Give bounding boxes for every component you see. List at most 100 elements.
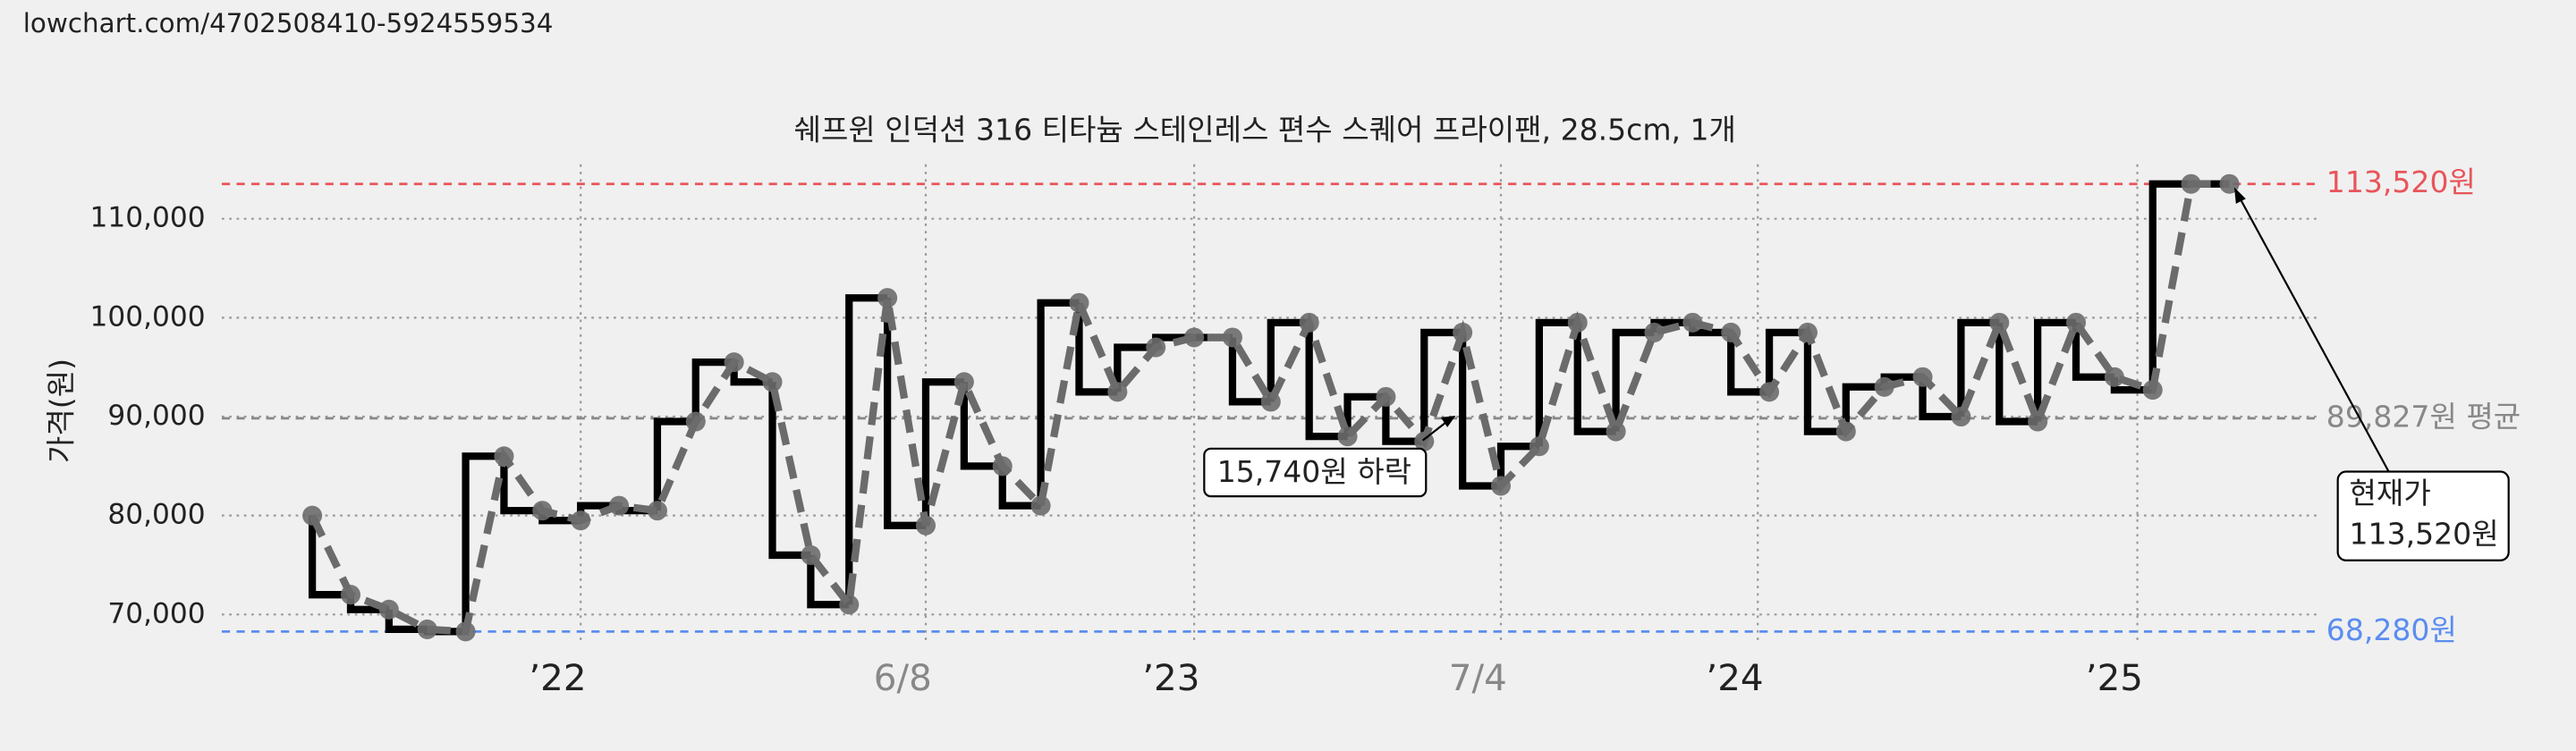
price-point [953, 372, 974, 392]
chart-title: 쉐프윈 인덕션 316 티타늄 스테인레스 편수 스퀘어 프라이팬, 28.5c… [794, 113, 1736, 148]
price-point [1260, 392, 1281, 412]
step-segment [1996, 322, 2038, 426]
price-point [2104, 367, 2124, 387]
step-segment [1803, 332, 1846, 435]
step-segment [884, 298, 927, 529]
drop-annotation: 15,740원 하락 [1203, 416, 1456, 498]
step-segment [653, 418, 696, 511]
reference-label: 89,827원 평균 [2326, 399, 2521, 434]
step-segment [1496, 443, 1539, 486]
price-point [724, 352, 744, 373]
step-segment [1267, 318, 1309, 402]
price-point [685, 411, 706, 432]
step-segment [1957, 318, 2000, 417]
price-point [532, 501, 553, 521]
price-point [1874, 376, 1894, 397]
price-point [1912, 367, 1933, 387]
step-segment [1305, 322, 1348, 441]
step-segment [1535, 318, 1578, 447]
x-tick-label: ’22 [529, 656, 586, 699]
price-point [1567, 312, 1588, 333]
price-point [801, 544, 821, 565]
price-point [302, 505, 323, 526]
step-segment [500, 456, 543, 515]
annotation-box [1203, 447, 1428, 498]
current-price-annotation: 현재가 113,520원 [2233, 187, 2510, 561]
arrowhead [2233, 187, 2246, 204]
step-segment [921, 378, 964, 526]
price-point [571, 511, 591, 531]
price-point [1951, 406, 1971, 427]
x-tick-label: ’23 [1142, 656, 1199, 699]
price-point [609, 495, 630, 516]
step-segment [1727, 332, 1770, 396]
step-segment [308, 515, 351, 599]
x-tick-label: ’25 [2086, 656, 2143, 699]
step-segment [2148, 180, 2191, 391]
step-segment [1075, 302, 1118, 396]
reference-label: 68,280원 [2326, 612, 2457, 647]
price-point [1682, 312, 1703, 333]
price-point [1453, 322, 1473, 342]
step-segment [1037, 299, 1080, 506]
price-point [417, 619, 437, 639]
price-point [1759, 382, 1780, 402]
step-segment [998, 466, 1041, 510]
price-point [1835, 421, 1856, 442]
price-point [1069, 292, 1089, 313]
price-point [2142, 380, 2163, 401]
step-segment [462, 452, 504, 632]
y-tick-label: 100,000 [90, 300, 206, 333]
price-point [839, 595, 860, 615]
price-point [2181, 173, 2201, 194]
annotation-box [2336, 470, 2510, 561]
price-point [1146, 337, 1166, 358]
step-segment [1114, 343, 1157, 392]
price-point [2219, 173, 2240, 194]
annotation-text: 15,740원 하락 [1217, 454, 1411, 489]
price-point [992, 456, 1013, 477]
arrow [2236, 193, 2390, 473]
annotation-text: 113,520원 [2350, 517, 2499, 552]
x-tick-label: 7/4 [1449, 656, 1507, 699]
step-segment [1842, 383, 1885, 432]
price-point [340, 585, 361, 605]
step-segment [1573, 322, 1616, 435]
price-point [1490, 476, 1512, 496]
price-point [494, 446, 514, 467]
step-segment [1919, 376, 1962, 421]
price-point [1989, 312, 2010, 333]
step-segment [1765, 328, 1808, 392]
price-point [647, 501, 667, 521]
step-segment [1228, 337, 1271, 406]
x-tick-label: ’24 [1706, 656, 1763, 699]
price-point [1644, 322, 1665, 342]
price-point [455, 621, 476, 642]
price-point [1797, 322, 1818, 342]
step-segment [2034, 318, 2077, 422]
price-point [1337, 426, 1358, 447]
price-point [2065, 312, 2087, 333]
x-tick-label: 6/8 [874, 656, 932, 699]
price-point [1606, 421, 1626, 442]
y-axis-label: 가격(원) [43, 359, 78, 463]
url: lowchart.com/4702508410-5924559534 [23, 8, 554, 38]
y-tick-label: 70,000 [107, 597, 205, 629]
price-point [1376, 386, 1396, 407]
price-point [762, 372, 783, 392]
price-point [915, 515, 936, 536]
step-segment [691, 358, 734, 422]
step-segment [2072, 322, 2114, 381]
price-point [2028, 411, 2048, 432]
y-tick-label: 110,000 [90, 202, 206, 234]
step-segment [807, 554, 850, 609]
price-point [1107, 382, 1128, 402]
reference-label: 113,520원 [2326, 165, 2476, 199]
price-point [1184, 327, 1205, 348]
step-segment [1382, 396, 1425, 445]
price-point [1222, 327, 1242, 348]
price-point [1299, 312, 1319, 333]
step-segment [1459, 332, 1502, 490]
price-point [1529, 436, 1549, 457]
arrowhead [1440, 416, 1456, 427]
